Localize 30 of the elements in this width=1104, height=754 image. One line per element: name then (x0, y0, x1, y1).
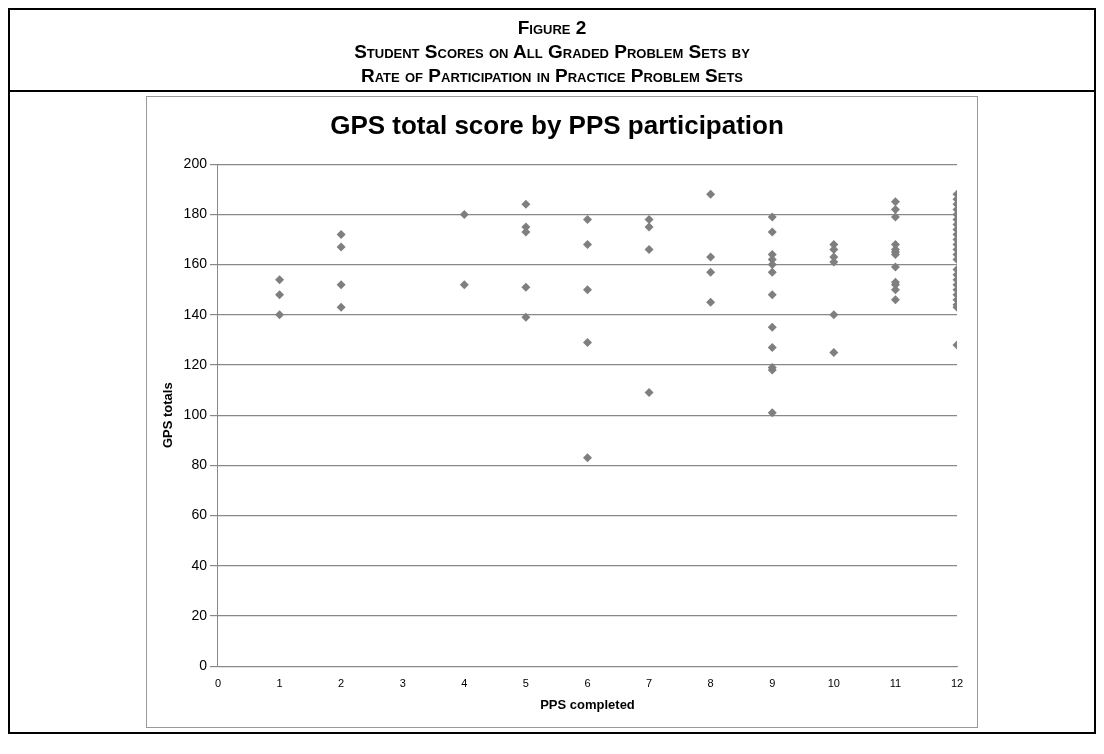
x-tick-label: 2 (338, 676, 345, 689)
y-tick-label: 40 (191, 556, 208, 573)
x-tick-label: 0 (214, 676, 222, 689)
y-tick-label: 120 (183, 355, 208, 372)
x-tick-label: 1 (276, 676, 283, 689)
x-tick-label: 9 (769, 676, 776, 689)
x-tick-label: 8 (707, 676, 714, 689)
x-tick-label: 12 (950, 676, 964, 689)
x-tick-label: 10 (827, 676, 840, 689)
y-tick-label: 0 (199, 657, 208, 674)
y-tick-label: 20 (191, 606, 208, 623)
chart-title: GPS total score by PPS participation (330, 109, 784, 140)
x-tick-label: 5 (522, 676, 529, 689)
y-tick-label: 60 (191, 506, 208, 523)
x-tick-label: 11 (889, 676, 902, 689)
text: Rate of Participation in Practice Problem Sets (359, 64, 745, 88)
y-tick-label: 160 (183, 255, 208, 272)
x-tick-label: 4 (461, 676, 468, 689)
y-tick-label: 200 (183, 155, 208, 172)
x-tick-label: 7 (646, 676, 653, 689)
text: Student Scores on All Graded Problem Sets by (353, 40, 751, 64)
caption: Figure 2 (516, 16, 588, 40)
y-tick-label: 140 (183, 305, 208, 322)
x-tick-label: 6 (584, 676, 591, 689)
y-tick-label: 180 (183, 205, 208, 222)
y-tick-label: 80 (191, 456, 208, 473)
x-axis-title: PPS completed (540, 696, 635, 712)
x-tick-label: 3 (399, 676, 406, 689)
y-axis-title: GPS totals (160, 382, 176, 449)
y-tick-label: 100 (183, 406, 208, 423)
